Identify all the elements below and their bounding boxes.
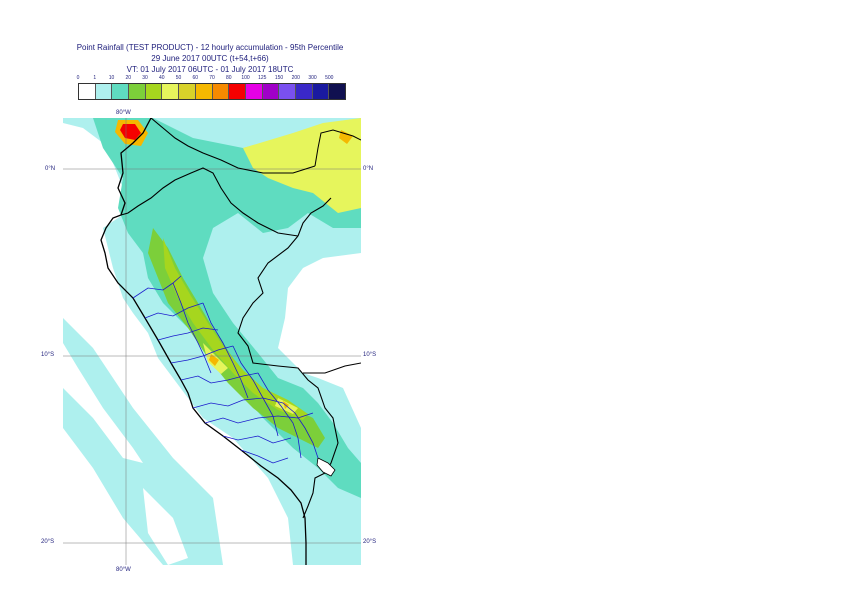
forecast-run-time: 29 June 2017 00UTC (t+54,t+66) xyxy=(151,54,269,63)
lon-label-bottom: 80°W xyxy=(116,567,131,573)
rain-hotspot-red xyxy=(120,124,141,140)
border-peru-brazil xyxy=(237,235,339,474)
legend-label: 70 xyxy=(209,75,215,81)
legend-swatch xyxy=(295,84,313,99)
legend-swatch xyxy=(179,84,196,99)
border-venezuela xyxy=(314,129,361,167)
white-patch-1 xyxy=(63,343,143,463)
border-ecuador-peru xyxy=(120,167,299,237)
rain-teal-band xyxy=(93,118,361,498)
map-canvas xyxy=(63,118,361,565)
legend-swatch xyxy=(262,84,280,99)
legend-label: 60 xyxy=(192,75,199,81)
admin-boundaries xyxy=(132,275,319,464)
legend-label: 300 xyxy=(308,75,317,81)
legend-label: 80 xyxy=(225,75,232,81)
border-peru-bolivia xyxy=(302,472,326,519)
white-patch-3 xyxy=(143,488,188,565)
lat-label-20s-left: 20°S xyxy=(41,539,55,545)
lat-label-0n-left: 0°N xyxy=(45,166,56,172)
legend-label: 150 xyxy=(274,75,284,81)
legend-swatch xyxy=(162,84,180,99)
white-patch-5 xyxy=(313,253,361,398)
rainfall-map xyxy=(63,118,361,565)
lat-label-0n-right: 0°N xyxy=(363,166,374,172)
legend-color-boxes xyxy=(78,83,346,100)
border-peru-colombia xyxy=(297,197,332,237)
legend-swatch xyxy=(312,84,330,99)
legend-label: 1 xyxy=(93,75,97,81)
legend-swatch xyxy=(245,84,263,99)
map-title: Point Rainfall (TEST PRODUCT) - 12 hourl… xyxy=(76,43,344,52)
legend-swatch xyxy=(212,84,230,99)
legend-label: 10 xyxy=(108,75,115,81)
validity-time: VT: 01 July 2017 06UTC - 01 July 2017 18… xyxy=(126,65,294,74)
white-patch-4 xyxy=(158,378,183,408)
legend-label: 50 xyxy=(175,75,182,81)
legend-labels: 0 1 10 20 30 40 50 60 70 80 100 125 150 200 300 500 xyxy=(76,75,348,85)
lon-label-top: 80°W xyxy=(116,110,131,116)
border-bolivia-brazil xyxy=(303,362,361,374)
lat-label-10s-left: 10°S xyxy=(41,352,55,358)
ocean-pale-band xyxy=(63,318,223,565)
lat-label-10s-right: 10°S xyxy=(363,352,377,358)
legend-label: 0 xyxy=(76,75,80,81)
legend-label: 125 xyxy=(258,75,267,81)
color-legend: 0 1 10 20 30 40 50 60 70 80 100 125 150 200 300 500 xyxy=(76,75,348,103)
legend-swatch xyxy=(329,84,345,99)
legend-swatch xyxy=(145,84,163,99)
legend-swatch xyxy=(95,84,113,99)
legend-swatch xyxy=(279,84,296,99)
legend-label: 200 xyxy=(291,75,300,81)
legend-label: 40 xyxy=(158,75,165,81)
lake-titicaca xyxy=(316,457,336,477)
rain-pale-yellow-andes xyxy=(203,343,298,414)
legend-swatch xyxy=(79,84,96,99)
legend-swatch xyxy=(129,84,146,99)
legend-swatch xyxy=(229,84,246,99)
legend-label: 30 xyxy=(142,75,148,81)
legend-swatch xyxy=(195,84,213,99)
legend-label: 100 xyxy=(241,75,250,81)
rain-pale-yellow-patches xyxy=(243,118,361,213)
legend-label: 500 xyxy=(325,75,334,81)
legend-label: 20 xyxy=(125,75,132,81)
border-ecuador-colombia xyxy=(150,118,316,174)
legend-swatch xyxy=(112,84,130,99)
lat-label-20s-right: 20°S xyxy=(363,539,377,545)
